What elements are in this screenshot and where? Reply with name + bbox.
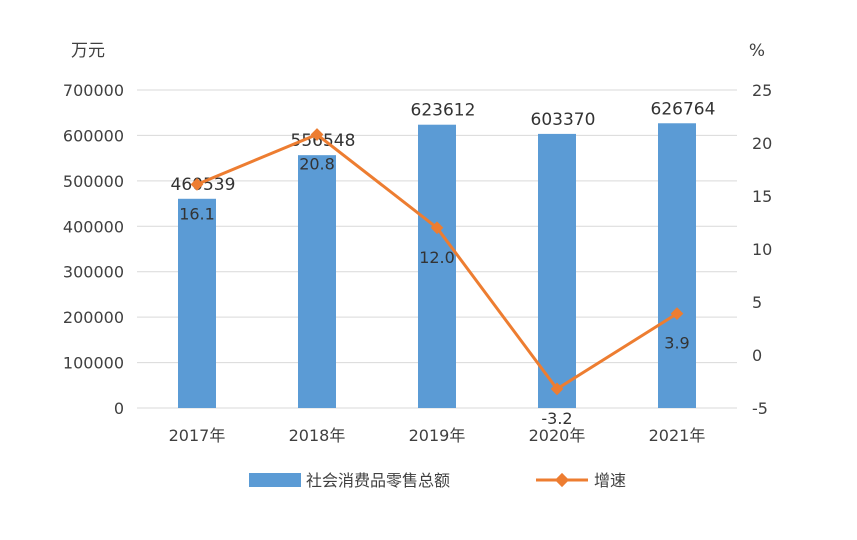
legend-bar-label: 社会消费品零售总额 <box>306 471 450 490</box>
y-left-tick-label: 0 <box>114 399 124 418</box>
x-tick-label: 2021年 <box>649 426 706 445</box>
y-right-tick-label: 25 <box>752 81 772 100</box>
x-tick-label: 2018年 <box>289 426 346 445</box>
bar <box>658 123 696 408</box>
y-right-tick-label: 10 <box>752 240 772 259</box>
line-data-label: 16.1 <box>179 204 215 223</box>
bar-data-label: 623612 <box>411 101 476 121</box>
y-left-tick-label: 200000 <box>63 308 124 327</box>
line-data-label: 3.9 <box>664 334 689 353</box>
y-right-tick-label: -5 <box>752 399 768 418</box>
y-right-axis: -5 0 5 10 15 20 25 <box>752 81 772 418</box>
line-data-label: 12.0 <box>419 248 455 267</box>
y-left-tick-label: 100000 <box>63 354 124 373</box>
line-data-label: -3.2 <box>541 409 572 428</box>
line-series <box>190 128 684 396</box>
bar-series <box>178 123 696 409</box>
line-point <box>310 128 324 141</box>
y-left-axis: 0 100000 200000 300000 400000 500000 600000 700… <box>63 81 124 418</box>
y-left-tick-label: 400000 <box>63 217 124 236</box>
x-tick-label: 2020年 <box>529 426 586 445</box>
y-right-tick-label: 15 <box>752 187 772 206</box>
y-left-tick-label: 300000 <box>63 263 124 282</box>
y-right-tick-label: 5 <box>752 293 762 312</box>
legend-bar-swatch <box>249 473 301 487</box>
line-point <box>190 177 204 191</box>
y-left-unit: 万元 <box>71 41 105 61</box>
y-left-tick-label: 600000 <box>63 126 124 145</box>
bar <box>538 133 576 408</box>
x-tick-label: 2019年 <box>409 426 466 445</box>
y-right-tick-label: 20 <box>752 134 772 153</box>
bar <box>298 155 336 408</box>
bar-data-label: 556548 <box>291 131 356 151</box>
bar-data-label: 603370 <box>531 110 596 130</box>
y-right-tick-label: 0 <box>752 346 762 365</box>
legend-line-label: 增速 <box>594 471 626 490</box>
bar <box>418 124 456 409</box>
y-left-tick-label: 700000 <box>63 81 124 100</box>
bar <box>178 198 216 408</box>
line-data-labels: 16.1 20.8 12.0 -3.2 3.9 <box>179 155 690 428</box>
x-tick-label: 2017年 <box>169 426 226 445</box>
x-axis: 2017年 2018年 2019年 2020年 2021年 <box>169 426 706 445</box>
line-point <box>430 221 444 235</box>
bar-data-labels: 460539 556548 623612 603370 626764 <box>171 99 716 195</box>
y-right-unit: % <box>749 41 765 61</box>
bar-data-label: 626764 <box>651 99 716 119</box>
legend: 社会消费品零售总额 增速 <box>249 471 626 490</box>
bar-data-label: 460539 <box>171 175 236 195</box>
y-left-tick-label: 500000 <box>63 172 124 191</box>
line-data-label: 20.8 <box>299 155 335 174</box>
legend-line-marker <box>554 472 570 488</box>
